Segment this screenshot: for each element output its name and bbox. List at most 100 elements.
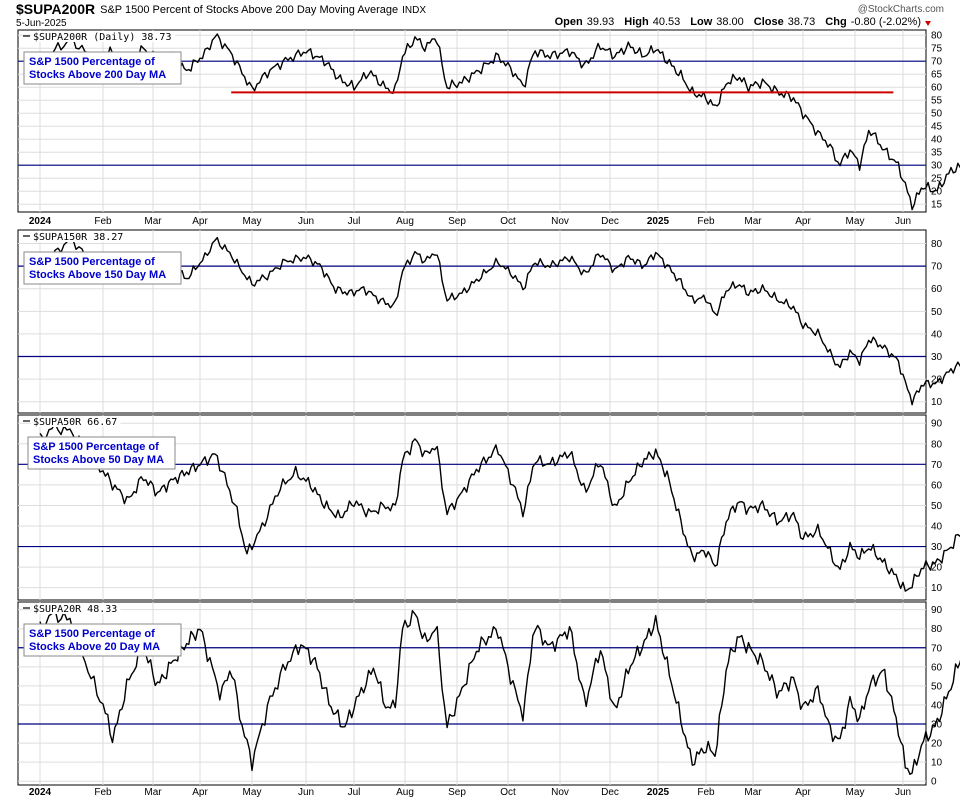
ohlc-low-label: Low — [690, 16, 712, 28]
y-tick-label: 75 — [931, 44, 943, 55]
ohlc-close-value: 38.73 — [788, 16, 816, 28]
stockcharts-credit: @StockCharts.com — [858, 4, 944, 15]
x-tick-label: Nov — [551, 216, 569, 227]
y-tick-label: 50 — [931, 501, 943, 512]
y-tick-label: 35 — [931, 148, 943, 159]
series-line-supa150r — [39, 236, 960, 406]
x-tick-label: Jun — [298, 216, 314, 227]
y-tick-label: 40 — [931, 522, 943, 533]
y-tick-label: 30 — [931, 720, 943, 731]
x-tick-label: Feb — [697, 216, 715, 227]
panel-label: $SUPA150R 38.27 — [33, 232, 123, 243]
annotation-text-line: S&P 1500 Percentage of — [29, 256, 155, 268]
y-tick-label: 70 — [931, 643, 943, 654]
x-tick-label: Jun — [298, 787, 314, 798]
y-tick-label: 0 — [931, 777, 937, 788]
panel-label: $SUPA20R 48.33 — [33, 604, 117, 615]
series-line-supa20r — [39, 608, 960, 775]
x-tick-label: May — [846, 787, 865, 798]
ohlc-chg-label: Chg — [825, 16, 846, 28]
x-tick-label: Mar — [144, 216, 162, 227]
header-date: 5-Jun-2025 — [16, 18, 67, 29]
ohlc-open-value: 39.93 — [587, 16, 615, 28]
y-tick-label: 40 — [931, 329, 943, 340]
y-tick-label: 70 — [931, 460, 943, 471]
y-tick-label: 50 — [931, 109, 943, 120]
annotation-text-line: S&P 1500 Percentage of — [29, 628, 155, 640]
x-tick-label: Jun — [895, 216, 911, 227]
y-tick-label: 15 — [931, 200, 943, 211]
y-tick-label: 40 — [931, 135, 943, 146]
header-symbol: $SUPA200R — [16, 1, 95, 17]
y-tick-label: 30 — [931, 161, 943, 172]
y-tick-label: 40 — [931, 700, 943, 711]
panel-label-bg — [31, 31, 176, 42]
panel-label: $SUPA50R 66.67 — [33, 417, 117, 428]
annotation-box — [23, 251, 182, 285]
x-tick-label: Jul — [348, 216, 361, 227]
y-tick-label: 90 — [931, 605, 943, 616]
panel-supa50r: 10 20 30 40 50 60 70 80 90 $SUPA50R 66.67 S&P 1500… — [17, 414, 960, 601]
y-tick-label: 70 — [931, 57, 943, 68]
x-tick-label: Jun — [895, 787, 911, 798]
x-tick-label: Aug — [396, 216, 414, 227]
y-tick-label: 45 — [931, 122, 943, 133]
x-tick-label: Sep — [448, 787, 466, 798]
x-tick-label: Apr — [192, 216, 208, 227]
x-tick-label: Feb — [94, 216, 112, 227]
y-tick-label: 25 — [931, 174, 943, 185]
annotation-box — [23, 51, 182, 85]
header-exchange: INDX — [402, 5, 426, 16]
annotation-text-line: Stocks Above 200 Day MA — [29, 69, 166, 81]
ohlc-high-value: 40.53 — [653, 16, 681, 28]
y-tick-label: 10 — [931, 397, 943, 408]
y-tick-label: 80 — [931, 439, 943, 450]
x-tick-label: Mar — [744, 216, 762, 227]
y-tick-label: 20 — [931, 563, 943, 574]
y-tick-label: 30 — [931, 352, 943, 363]
x-tick-label: Apr — [795, 216, 811, 227]
annotation-text-line: Stocks Above 20 Day MA — [29, 641, 160, 653]
panel-supa200r: 15 20 25 30 35 40 45 50 55 60 65 70 75 80 $SUPA200R (D… — [17, 29, 960, 213]
panel-supa20r: 0 10 20 30 40 50 60 70 80 90 $SUPA20R 48.33 S&P 150… — [17, 601, 960, 788]
y-tick-label: 60 — [931, 480, 943, 491]
ohlc-chg-value: -0.80 (-2.02%) — [851, 16, 921, 28]
x-tick-label: Dec — [601, 787, 619, 798]
x-tick-label: Apr — [192, 787, 208, 798]
panel-label-bg — [31, 416, 121, 427]
annotation-text-line: S&P 1500 Percentage of — [33, 441, 159, 453]
y-tick-label: 20 — [931, 187, 943, 198]
panel-label-bg — [31, 231, 127, 242]
x-tick-label: Oct — [500, 216, 516, 227]
x-tick-label: Mar — [744, 787, 762, 798]
x-tick-label: Feb — [697, 787, 715, 798]
x-tick-label: Mar — [144, 787, 162, 798]
panel-label: $SUPA200R (Daily) 38.73 — [33, 32, 171, 43]
y-tick-label: 55 — [931, 96, 943, 107]
x-tick-label: Feb — [94, 787, 112, 798]
change-down-arrow-icon — [925, 21, 931, 26]
x-tick-label: May — [243, 216, 262, 227]
y-tick-label: 60 — [931, 83, 943, 94]
y-tick-label: 80 — [931, 624, 943, 635]
y-tick-label: 70 — [931, 262, 943, 273]
series-line-supa200r — [39, 33, 960, 211]
ohlc-close-label: Close — [754, 16, 784, 28]
y-tick-label: 20 — [931, 739, 943, 750]
annotation-text-line: Stocks Above 50 Day MA — [33, 454, 164, 466]
x-tick-label: 2025 — [647, 216, 670, 227]
x-tick-label: May — [243, 787, 262, 798]
x-tick-label: Aug — [396, 787, 414, 798]
y-tick-label: 20 — [931, 375, 943, 386]
y-tick-label: 10 — [931, 583, 943, 594]
x-tick-label: May — [846, 216, 865, 227]
x-tick-label: 2024 — [29, 216, 52, 227]
ohlc-low-value: 38.00 — [716, 16, 744, 28]
ohlc-open-label: Open — [555, 16, 583, 28]
x-tick-label: Jul — [348, 787, 361, 798]
panel-supa150r: 10 20 30 40 50 60 70 80 $SUPA150R 38.27 S&P 1500 … — [17, 229, 960, 414]
y-tick-label: 50 — [931, 681, 943, 692]
y-tick-label: 10 — [931, 758, 943, 769]
